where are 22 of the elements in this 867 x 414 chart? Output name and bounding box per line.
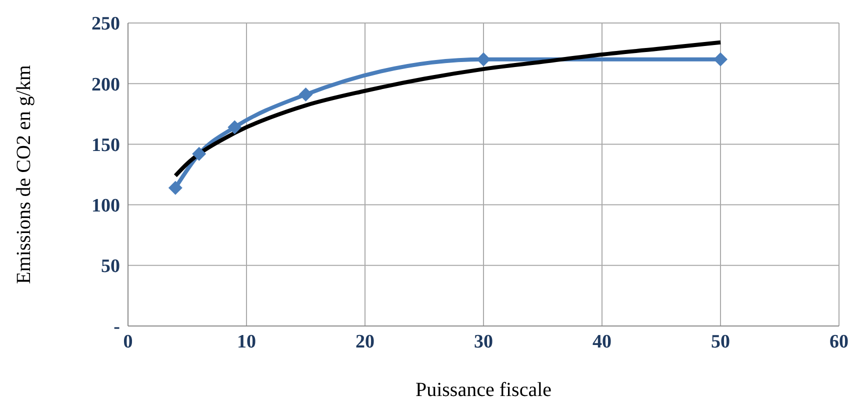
x-tick-label: 60 <box>830 331 848 352</box>
y-axis-title: Emissions de CO2 en g/km <box>13 64 36 284</box>
point <box>298 88 313 102</box>
point <box>476 52 490 66</box>
line-series <box>173 40 722 178</box>
x-tick-label: 20 <box>356 331 374 352</box>
x-axis-title: Puissance fiscale <box>415 379 552 401</box>
x-tick-label: 0 <box>123 331 133 352</box>
y-tick-label: 250 <box>92 14 120 35</box>
y-tick-label: 150 <box>92 134 120 156</box>
x-tick-label: 10 <box>237 331 256 352</box>
x-tick-label: 30 <box>474 331 493 352</box>
point <box>192 146 206 161</box>
point <box>714 52 728 66</box>
x-tick-label: 40 <box>592 331 612 352</box>
point <box>168 180 182 195</box>
y-tick-label: - <box>114 316 120 338</box>
point <box>228 120 242 134</box>
y-tick-label: 50 <box>101 256 120 278</box>
x-tick-label: 50 <box>711 331 730 352</box>
y-tick-label: 200 <box>92 74 120 96</box>
y-tick-label: 100 <box>92 196 120 217</box>
